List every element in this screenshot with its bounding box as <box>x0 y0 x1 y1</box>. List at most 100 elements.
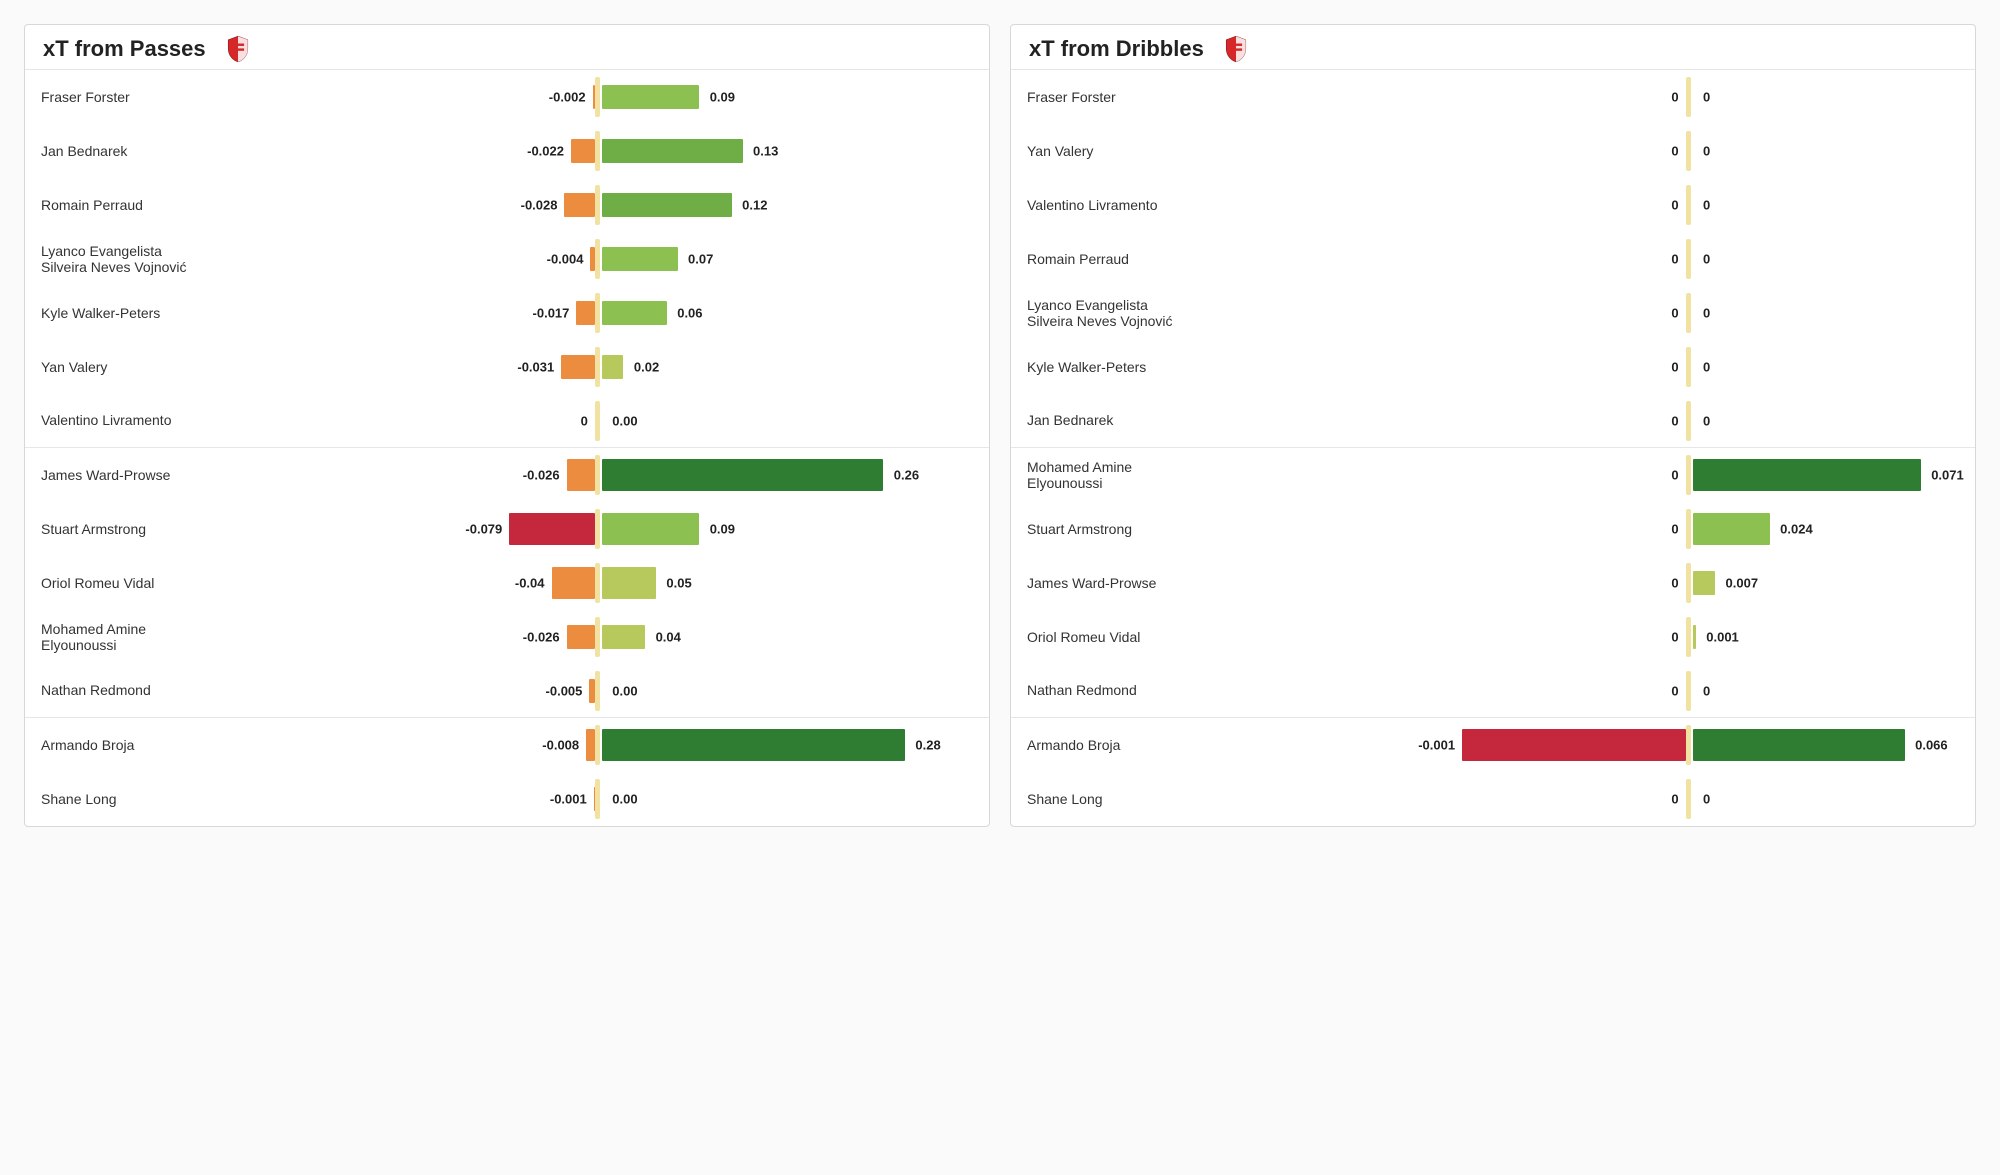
panel-title: xT from Passes <box>43 36 206 62</box>
pos-value-label: 0 <box>1703 306 1710 321</box>
neg-value-label: 0 <box>1671 413 1678 428</box>
bar-zone: 00.00 <box>280 401 979 441</box>
pos-value-label: 0.12 <box>742 198 767 213</box>
pos-value-label: 0.066 <box>1915 738 1948 753</box>
center-axis <box>595 509 600 549</box>
pos-value-label: 0.13 <box>753 144 778 159</box>
bar-zone: -0.040.05 <box>280 563 979 603</box>
bar-zone: 00 <box>1266 779 1965 819</box>
bar-zone: 00 <box>1266 131 1965 171</box>
player-name: Romain Perraud <box>1021 251 1266 267</box>
center-axis <box>1686 455 1691 495</box>
center-axis <box>595 671 600 711</box>
neg-value-label: 0 <box>1671 630 1678 645</box>
neg-value-label: 0 <box>1671 468 1678 483</box>
player-row: Stuart Armstrong-0.0790.09 <box>25 502 989 556</box>
bar-zone: 00 <box>1266 347 1965 387</box>
center-axis <box>1686 239 1691 279</box>
player-name: Yan Valery <box>35 359 280 375</box>
neg-bar <box>1462 729 1686 761</box>
bar-zone: -0.0020.09 <box>280 77 979 117</box>
pos-bar <box>1693 513 1770 545</box>
player-row: Oriol Romeu Vidal00.001 <box>1011 610 1975 664</box>
rows: Fraser Forster-0.0020.09Jan Bednarek-0.0… <box>25 70 989 826</box>
player-name: Jan Bednarek <box>35 143 280 159</box>
bar-zone: 00 <box>1266 239 1965 279</box>
neg-value-label: -0.028 <box>521 198 558 213</box>
player-row: Nathan Redmond-0.0050.00 <box>25 664 989 718</box>
panel-header: xT from Passes <box>25 25 989 70</box>
player-name: Oriol Romeu Vidal <box>1021 629 1266 645</box>
center-axis <box>595 617 600 657</box>
player-row: Jan Bednarek00 <box>1011 394 1975 448</box>
bar-zone: -0.0260.26 <box>280 455 979 495</box>
player-row: Jan Bednarek-0.0220.13 <box>25 124 989 178</box>
pos-value-label: 0.024 <box>1780 522 1813 537</box>
bar-zone: -0.0310.02 <box>280 347 979 387</box>
neg-bar <box>589 679 594 703</box>
center-axis <box>595 725 600 765</box>
player-name: James Ward-Prowse <box>35 467 280 483</box>
bar-zone: -0.0170.06 <box>280 293 979 333</box>
neg-value-label: -0.026 <box>523 630 560 645</box>
neg-value-label: 0 <box>1671 683 1678 698</box>
pos-bar <box>602 567 656 599</box>
neg-value-label: -0.008 <box>542 738 579 753</box>
pos-value-label: 0.28 <box>915 738 940 753</box>
player-row: Yan Valery-0.0310.02 <box>25 340 989 394</box>
bar-zone: -0.001 0.066 <box>1266 725 1965 765</box>
panel-0: xT from PassesFraser Forster-0.0020.09Ja… <box>24 24 990 827</box>
bar-zone: -0.008 0.28 <box>280 725 979 765</box>
bar-zone: 00 <box>1266 77 1965 117</box>
center-axis <box>1686 671 1691 711</box>
pos-value-label: 0.007 <box>1726 576 1759 591</box>
neg-value-label: 0 <box>1671 90 1678 105</box>
center-axis <box>595 347 600 387</box>
player-name: Oriol Romeu Vidal <box>35 575 280 591</box>
pos-value-label: 0.09 <box>710 90 735 105</box>
neg-value-label: -0.001 <box>1418 738 1455 753</box>
bar-zone: 00.071 <box>1266 455 1965 495</box>
center-axis <box>1686 77 1691 117</box>
center-axis <box>1686 185 1691 225</box>
player-row: Mohamed AmineElyounoussi00.071 <box>1011 448 1975 502</box>
player-row: Yan Valery00 <box>1011 124 1975 178</box>
player-row: Valentino Livramento00 <box>1011 178 1975 232</box>
pos-value-label: 0 <box>1703 144 1710 159</box>
player-row: Valentino Livramento00.00 <box>25 394 989 448</box>
player-name: Valentino Livramento <box>35 412 280 428</box>
player-name: Mohamed AmineElyounoussi <box>1021 459 1266 491</box>
player-row: Romain Perraud00 <box>1011 232 1975 286</box>
bar-zone: -0.0050.00 <box>280 671 979 711</box>
center-axis <box>1686 617 1691 657</box>
pos-bar <box>602 625 645 649</box>
center-axis <box>1686 509 1691 549</box>
player-row: Shane Long00 <box>1011 772 1975 826</box>
pos-bar <box>602 139 743 163</box>
player-name: Valentino Livramento <box>1021 197 1266 213</box>
player-name: Nathan Redmond <box>1021 682 1266 698</box>
pos-value-label: 0.00 <box>612 413 637 428</box>
neg-bar <box>576 301 594 325</box>
pos-value-label: 0 <box>1703 252 1710 267</box>
bar-zone: -0.028 0.12 <box>280 185 979 225</box>
player-name: Stuart Armstrong <box>35 521 280 537</box>
pos-bar <box>602 729 905 761</box>
center-axis <box>1686 293 1691 333</box>
neg-value-label: -0.031 <box>517 360 554 375</box>
neg-value-label: -0.001 <box>550 792 587 807</box>
player-row: Nathan Redmond00 <box>1011 664 1975 718</box>
rows: Fraser Forster00Yan Valery00Valentino Li… <box>1011 70 1975 826</box>
player-row: Lyanco EvangelistaSilveira Neves Vojnovi… <box>1011 286 1975 340</box>
player-name: Romain Perraud <box>35 197 280 213</box>
player-name: Fraser Forster <box>1021 89 1266 105</box>
neg-bar <box>567 459 595 491</box>
pos-value-label: 0.07 <box>688 252 713 267</box>
bar-zone: 00 <box>1266 401 1965 441</box>
pos-value-label: 0.05 <box>666 576 691 591</box>
player-name: Nathan Redmond <box>35 682 280 698</box>
center-axis <box>1686 563 1691 603</box>
neg-bar <box>564 193 594 217</box>
neg-bar <box>567 625 595 649</box>
pos-bar <box>1693 625 1696 649</box>
